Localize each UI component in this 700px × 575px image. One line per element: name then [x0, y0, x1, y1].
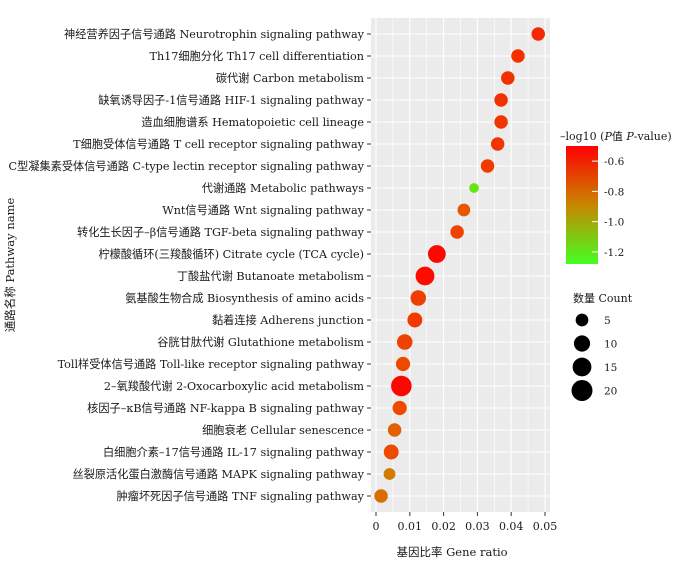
- size-legend: 数量 Count 5 10 15 20: [571, 292, 633, 401]
- size-legend-label: 20: [604, 386, 617, 398]
- bubble-point: [415, 266, 435, 286]
- color-legend: –log10 (P值 P-value) -0.6 -0.8 -1.0 -1.2: [560, 130, 672, 264]
- color-scale-tick-label: -0.8: [604, 186, 624, 198]
- color-legend-title: –log10 (P值 P-value): [560, 130, 672, 143]
- pathway-label: 神经营养因子信号通路 Neurotrophin signaling pathwa…: [64, 27, 365, 41]
- pathway-label: 肿瘤坏死因子信号通路 TNF signaling pathway: [116, 489, 364, 503]
- bubble-point: [407, 312, 423, 328]
- bubble-point: [531, 27, 545, 41]
- size-legend-items: 5 10 15 20: [571, 313, 617, 401]
- bubble-point: [494, 93, 508, 107]
- bubble-point: [383, 444, 399, 460]
- bubble-point: [410, 290, 427, 306]
- pathway-label: 核因子–κB信号通路 NF-kappa B signaling pathway: [87, 401, 364, 415]
- bubble-point: [469, 183, 479, 193]
- x-axis-title: 基因比率 Gene ratio: [396, 545, 507, 559]
- bubble-point: [480, 159, 495, 173]
- bubble-point: [494, 115, 508, 129]
- bubble-point: [490, 137, 505, 151]
- pathway-label: 2–氧羧酸代谢 2-Oxocarboxylic acid metabolism: [104, 379, 365, 393]
- pathway-label: 丁酸盐代谢 Butanoate metabolism: [177, 269, 365, 283]
- bubble-point: [374, 489, 388, 503]
- x-tick-label: 0.01: [398, 520, 423, 533]
- size-legend-label: 5: [604, 315, 611, 327]
- pathway-label: 转化生长因子–β信号通路 TGF-beta signaling pathway: [77, 225, 365, 239]
- color-scale-tick-label: -0.6: [604, 156, 625, 168]
- bubble-point: [450, 225, 464, 239]
- bubble-point: [427, 245, 446, 263]
- bubble-point: [392, 400, 407, 416]
- size-legend-dot: [573, 335, 591, 352]
- pathway-label: Toll样受体信号通路 Toll-like receptor signaling…: [58, 357, 365, 371]
- pathway-label: 碳代谢 Carbon metabolism: [216, 71, 365, 85]
- pathway-label: C型凝集素受体信号通路 C-type lectin receptor signa…: [9, 159, 365, 173]
- pathway-label: 代谢通路 Metabolic pathways: [202, 181, 365, 195]
- pathway-label: 黏着连接 Adherens junction: [212, 313, 364, 327]
- pathway-label: 白细胞介素–17信号通路 IL-17 signaling pathway: [103, 445, 365, 459]
- bubble-points: [374, 27, 545, 503]
- pathway-label: 柠檬酸循环(三羧酸循环) Citrate cycle (TCA cycle): [98, 247, 364, 261]
- bubble-point: [457, 203, 471, 217]
- pathway-label: 细胞衰老 Cellular senescence: [202, 423, 364, 437]
- pathway-label: 缺氧诱导因子-1信号通路 HIF-1 signaling pathway: [98, 93, 364, 107]
- x-tick-label: 0.05: [533, 520, 558, 533]
- size-legend-dot: [575, 313, 589, 327]
- color-scale-ticks: -0.6 -0.8 -1.0 -1.2: [592, 156, 625, 259]
- grid-lines: [371, 18, 550, 512]
- size-legend-label: 15: [604, 362, 617, 374]
- axis-ticks: 0 0.01 0.02 0.03 0.04 0.05: [373, 512, 558, 533]
- x-tick-label: 0: [373, 520, 380, 533]
- x-tick-label: 0.04: [499, 520, 524, 533]
- color-scale-bar: [566, 146, 598, 264]
- size-legend-label: 10: [604, 339, 617, 351]
- color-scale-tick-label: -1.2: [604, 247, 624, 259]
- size-legend-title: 数量 Count: [573, 292, 633, 305]
- pathway-label: Th17细胞分化 Th17 cell differentiation: [149, 49, 364, 63]
- y-axis-title: 通路名称 Pathway name: [3, 198, 17, 333]
- bubble-point: [383, 468, 396, 480]
- pathway-label: Wnt信号通路 Wnt signaling pathway: [162, 203, 364, 217]
- size-legend-dot: [571, 380, 593, 401]
- pathway-label: 氨基酸生物合成 Biosynthesis of amino acids: [125, 291, 364, 305]
- bubble-point: [387, 423, 402, 437]
- pathway-label: 谷胱甘肽代谢 Glutathione metabolism: [157, 335, 364, 349]
- bubble-point: [501, 71, 515, 85]
- pathway-labels: 神经营养因子信号通路 Neurotrophin signaling pathwa…: [9, 27, 371, 503]
- x-tick-label: 0.03: [465, 520, 490, 533]
- bubble-point: [395, 356, 411, 372]
- x-tick-label: 0.02: [431, 520, 456, 533]
- bubble-point: [511, 49, 525, 63]
- bubble-point: [391, 375, 412, 397]
- pathway-label: 丝裂原活化蛋白激酶信号通路 MAPK signaling pathway: [72, 467, 364, 481]
- bubble-point: [396, 334, 413, 350]
- color-scale-tick-label: -1.0: [604, 217, 624, 229]
- pathway-label: T细胞受体信号通路 T cell receptor signaling path…: [73, 137, 365, 151]
- pathway-label: 造血细胞谱系 Hematopoietic cell lineage: [141, 115, 364, 129]
- size-legend-dot: [572, 357, 592, 377]
